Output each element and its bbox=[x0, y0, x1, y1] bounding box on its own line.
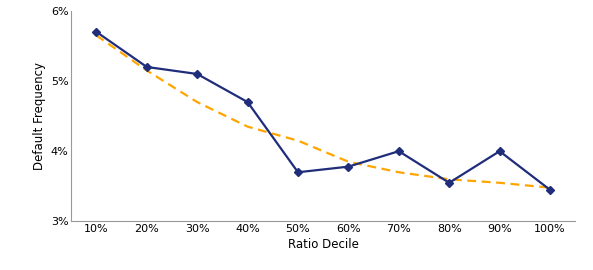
X-axis label: Ratio Decile: Ratio Decile bbox=[288, 238, 359, 251]
Y-axis label: Default Frequency: Default Frequency bbox=[33, 62, 46, 170]
